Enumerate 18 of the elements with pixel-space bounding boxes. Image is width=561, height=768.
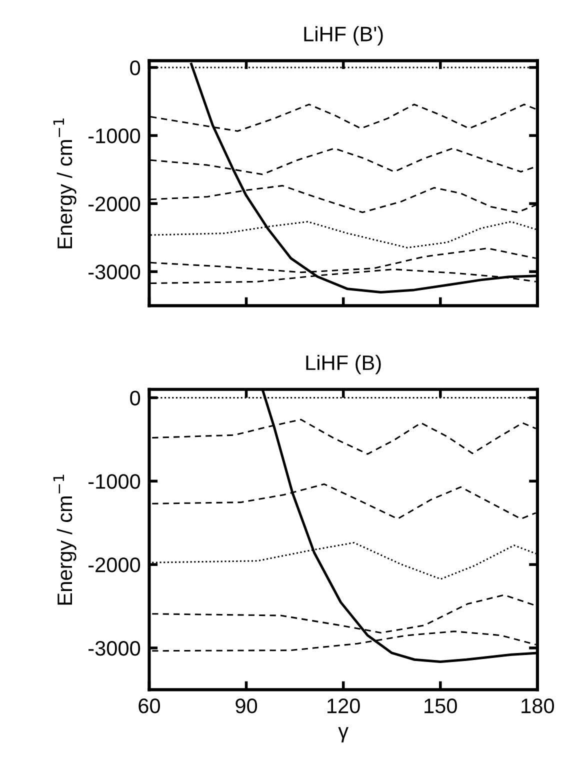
y-tick-label: 0 [130, 390, 140, 406]
x-tick-label: 150 [424, 698, 457, 714]
y-axis-title: Energy / cm$^{−1}$ [53, 118, 76, 248]
x-tick-label: 60 [138, 698, 160, 714]
chart-title: LiHF (B') [304, 26, 383, 46]
y-tick-label: -2000 [88, 558, 140, 572]
chart-title: LiHF (B) [306, 354, 381, 374]
y-axis-title: Energy / cm$^{−1}$ [53, 474, 76, 605]
y-tick-label: -2000 [88, 196, 140, 212]
x-tick-label: 120 [328, 698, 360, 714]
y-tick-label: -3000 [88, 264, 140, 280]
x-axis-title: γ [338, 727, 348, 742]
y-tick-label: -1000 [88, 474, 140, 489]
y-tick-label: -1000 [88, 128, 140, 144]
x-tick-label: 180 [522, 698, 554, 714]
y-tick-label: -3000 [88, 640, 140, 656]
x-tick-label: 90 [236, 698, 258, 714]
y-tick-label: 0 [130, 60, 140, 76]
